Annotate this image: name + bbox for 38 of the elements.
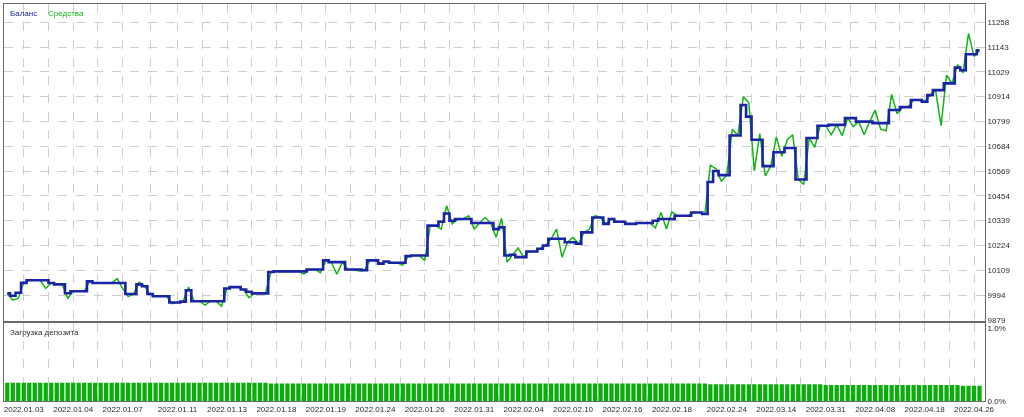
text: Средства: [48, 9, 84, 18]
y-tick-label: 1.0%: [987, 324, 1006, 334]
x-tick-label: 2022.01.07: [102, 404, 144, 414]
x-tick-label: 2022.01.04: [53, 404, 94, 414]
text: Загрузка депозита: [10, 328, 80, 337]
y-tick-label: 11029: [987, 67, 1010, 77]
y-tick-label: 10684: [987, 142, 1011, 152]
y-tick-label: 10339: [987, 216, 1011, 226]
y-tick-label: 9994: [987, 290, 1006, 300]
x-tick-label: 2022.02.04: [503, 404, 545, 414]
y-tick-label: 10454: [987, 191, 1011, 201]
x-tick-label: 2022.03.31: [805, 404, 847, 414]
x-tick-label: 2022.02.18: [651, 404, 693, 414]
x-tick-label: 2022.04.18: [904, 404, 946, 414]
x-tick-label: 2022.04.08: [855, 404, 896, 414]
x-tick-label: 2022.01.13: [206, 404, 248, 414]
y-tick-label: 10799: [987, 117, 1011, 127]
x-tick-label: 2022.01.03: [3, 404, 45, 414]
x-tick-label: 2022.01.31: [454, 404, 495, 414]
x-tick-label: 2022.01.19: [305, 404, 347, 414]
x-tick-label: 2022.01.24: [355, 404, 396, 414]
y-tick-label: 0.0%: [987, 396, 1006, 406]
y-tick-label: 11258: [987, 18, 1010, 28]
x-tick-label: 2022.04.26: [953, 404, 995, 414]
y-tick-label: 9879: [987, 315, 1006, 325]
x-tick-label: 2022.01.26: [404, 404, 446, 414]
y-tick-label: 11143: [987, 42, 1010, 52]
x-tick-label: 2022.01.18: [256, 404, 298, 414]
y-tick-label: 10914: [987, 92, 1011, 102]
y-tick-label: 10569: [987, 166, 1011, 176]
x-tick-label: 2022.02.16: [602, 404, 644, 414]
x-tick-label: 2022.02.24: [706, 404, 748, 414]
y-tick-label: 10224: [987, 241, 1011, 251]
text: Баланс: [10, 9, 38, 18]
y-tick-label: 10109: [987, 266, 1011, 276]
x-tick-label: 2022.02.10: [553, 404, 594, 414]
x-tick-label: 2022.01.11: [157, 404, 198, 414]
x-tick-label: 2022.03.14: [756, 404, 797, 414]
